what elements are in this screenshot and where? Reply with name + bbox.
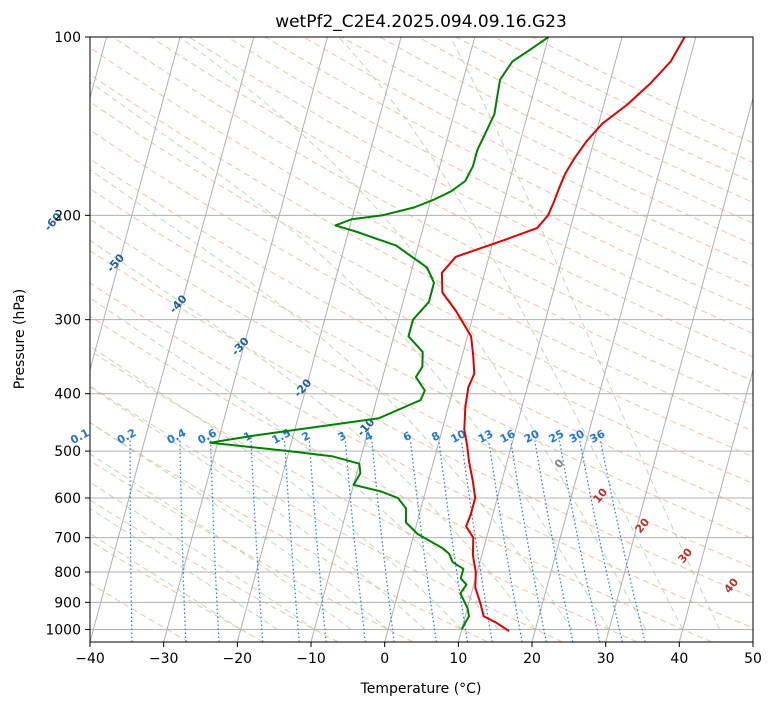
dry-adiabat-line [90,582,190,642]
mixing-ratio-line [344,440,366,642]
moist-adiabat-line [90,239,536,630]
mixing-ratio-line [371,440,395,642]
y-tick-label: 300 [54,313,81,329]
dewpoint-profile-line [209,37,550,630]
moist-adiabat-line [90,507,278,630]
isotherm-line [384,37,549,642]
x-tick-label: 50 [744,651,762,667]
y-tick-label: 800 [54,565,81,581]
line-labels: 0.10.20.40.611.52346810131620253036-100-… [0,168,741,596]
dry-adiabat-line [90,250,753,598]
plot-background [90,37,753,642]
mixing-ratio-line [179,440,187,642]
mixing-ratio-label: 20 [522,427,542,446]
y-tick-label: 700 [54,531,81,547]
isotherm-line [310,37,476,642]
mixing-ratio-label: 13 [476,427,496,446]
isotherm-line [236,37,402,642]
moist-adiabat-line [90,169,573,630]
isotherm-line [90,37,255,642]
y-tick-label: 900 [54,595,81,611]
mixing-ratio-line [82,441,84,642]
isotherm-line [531,37,697,642]
mixing-ratio-line [129,440,133,642]
y-tick-label: 600 [54,491,81,507]
moist-adiabat-line [90,532,241,630]
y-tick-label: 500 [54,444,81,460]
dry-adiabat-line [90,73,753,432]
mixing-ratio-line [558,440,601,642]
dry-adiabat-line [90,540,264,642]
dry-adiabat-line [265,37,753,289]
mixing-ratio-line [438,440,469,642]
x-tick-label: 20 [523,651,541,667]
background-lines [82,37,753,642]
mixing-ratio-label: 25 [547,427,567,446]
isotherm-line [90,37,181,372]
x-tick-label: −30 [149,651,179,667]
dry-adiabat-line [150,37,753,358]
x-tick-label: −20 [223,651,253,667]
mixing-ratio-label: 10 [449,427,469,446]
dry-adiabat-line [90,188,753,540]
moist-adiabat-line [90,386,426,630]
isotherm-line [457,37,623,642]
dry-adiabat-line [90,350,638,642]
chart-title: wetPf2_C2E4.2025.094.09.16.G23 [275,12,567,32]
dry-adiabat-line [90,282,753,629]
axis-ticks: −40 −30 −20 −10 0 10 20 30 40 50 100 200 300 400 500 60… [45,30,762,667]
moist-adiabat-line [90,81,610,630]
dry-adiabat-line [90,315,712,642]
x-tick-label: −10 [296,651,326,667]
temperature-profile-line [440,37,686,633]
y-tick-label: 200 [54,208,81,224]
x-tick-label: 10 [449,651,467,667]
moist-adiabat-line [338,37,684,630]
mixing-ratio-line [534,440,574,642]
dry-adiabat-line [112,37,753,382]
mixing-ratio-line [409,440,437,642]
mixing-ratio-label: 36 [588,427,608,446]
mixing-ratio-line [510,440,547,642]
mixing-ratio-line [210,440,220,642]
mixing-ratio-line [488,440,523,642]
dry-adiabat-line [90,422,488,642]
mixing-ratio-line [308,440,327,642]
mixing-ratio-line [250,440,264,642]
plot-frame [89,36,754,643]
moist-adiabat-line [90,481,315,630]
x-tick-label: −40 [75,651,105,667]
dry-adiabat-line [90,101,753,458]
isotherm-line [605,96,753,642]
x-tick-label: 0 [380,651,389,667]
series-lines [209,37,686,633]
x-tick-label: 40 [670,651,688,667]
isotherm-label: -70 [0,168,3,192]
moist-adiabat-line [450,37,721,630]
mixing-ratio-line [599,440,646,642]
isotherm-line [752,640,753,642]
y-tick-label: 400 [54,387,81,403]
mixing-ratio-line [284,440,300,642]
mixing-ratio-line [579,440,623,642]
x-tick-label: 30 [597,651,615,667]
isotherm-line [163,37,328,642]
isotherm-line [678,367,753,642]
y-tick-label: 1000 [45,622,81,638]
mixing-ratio-label: 16 [498,427,518,446]
y-tick-label: 100 [54,30,81,46]
y-axis-label: Pressure (hPa) [12,289,28,389]
mixing-ratio-label: 30 [567,427,587,446]
x-axis-label: Temperature (°C) [360,681,482,697]
moist-adiabat-line [90,453,352,630]
dry-adiabat-line [90,385,563,642]
